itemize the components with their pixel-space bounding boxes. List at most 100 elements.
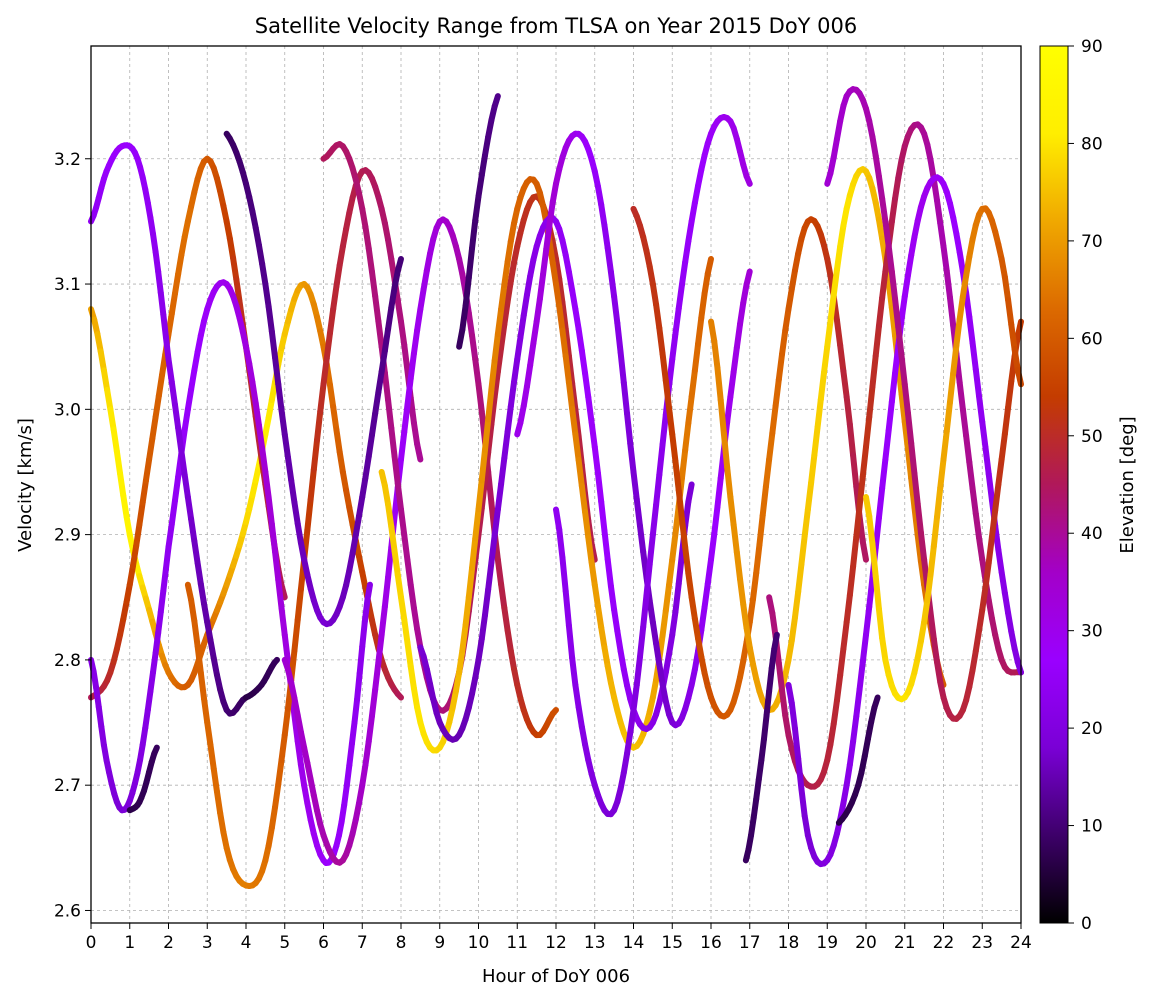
series-segment — [378, 603, 388, 638]
series-segment — [281, 705, 291, 739]
series-segment — [359, 618, 368, 650]
series-segment — [188, 596, 198, 624]
series-segment — [462, 594, 472, 629]
series-segment — [498, 455, 508, 488]
series-segment — [565, 622, 576, 662]
series-segment — [624, 410, 634, 447]
series-segment — [788, 267, 798, 293]
series-segment — [494, 481, 505, 513]
series-segment — [934, 484, 944, 520]
series-segment — [782, 712, 792, 739]
series-segment — [879, 456, 889, 492]
series-segment — [959, 273, 970, 300]
series-segment — [394, 297, 404, 325]
x-tick-label: 6 — [318, 933, 329, 953]
series-segment — [772, 376, 782, 410]
y-tick-label: 3.2 — [54, 150, 81, 170]
series-segment — [123, 513, 133, 538]
series-segment — [656, 325, 666, 357]
series-segment — [565, 268, 576, 294]
series-segment — [165, 521, 175, 551]
series-segment — [759, 483, 769, 519]
series-segment — [659, 350, 669, 384]
series-segment — [398, 429, 408, 463]
x-tick-label: 24 — [1010, 933, 1032, 953]
series-segment — [627, 440, 637, 475]
series-segment — [110, 426, 120, 455]
series-segment — [714, 365, 724, 403]
series-segment — [572, 406, 582, 440]
series-segment — [678, 259, 689, 288]
series-segment — [601, 527, 611, 563]
series-segment — [268, 520, 279, 555]
series-segment — [930, 176, 941, 204]
series-segment — [485, 559, 495, 593]
x-tick-label: 11 — [506, 933, 528, 953]
series-segment — [769, 403, 779, 436]
series-segment — [953, 316, 963, 349]
series-segment — [356, 643, 366, 677]
series-segment — [191, 349, 201, 374]
series-segment — [95, 703, 105, 730]
series-segment — [979, 584, 989, 613]
series-segment — [672, 580, 682, 615]
series-segment — [175, 251, 185, 277]
series-segment — [271, 656, 280, 666]
series-segment — [410, 327, 421, 357]
series-segment — [830, 697, 840, 727]
series-segment — [611, 606, 621, 635]
series-segment — [846, 738, 857, 768]
series-segment — [475, 636, 485, 663]
series-segment — [840, 619, 850, 652]
series-segment — [875, 173, 886, 202]
series-segment — [362, 224, 372, 252]
series-segment — [104, 387, 114, 413]
series-segment — [368, 410, 379, 439]
series-segment — [982, 444, 992, 477]
series-segment — [414, 306, 424, 334]
series-segment — [888, 195, 899, 225]
series-segment — [472, 656, 482, 681]
series-segment — [349, 532, 359, 557]
x-tick-label: 22 — [933, 933, 955, 953]
series-segment — [669, 608, 679, 638]
series-segment — [491, 368, 501, 401]
series-segment — [401, 531, 411, 564]
series-segment — [992, 481, 1002, 514]
series-segment — [795, 561, 805, 595]
x-tick-label: 13 — [584, 933, 606, 953]
series-segment — [640, 592, 650, 631]
series-segment — [120, 492, 130, 520]
series-segment — [559, 299, 569, 332]
series-segment — [811, 424, 821, 459]
series-segment — [475, 172, 485, 200]
series-segment — [259, 260, 269, 288]
series-segment — [142, 456, 153, 484]
series-segment — [859, 443, 869, 480]
series-segment — [837, 342, 847, 375]
series-segment — [414, 626, 424, 651]
series-segment — [523, 273, 534, 299]
series-segment — [582, 370, 592, 401]
series-segment — [914, 500, 924, 536]
series-segment — [194, 559, 204, 587]
series-segment — [504, 238, 514, 266]
series-segment — [255, 422, 266, 452]
series-segment — [972, 366, 983, 400]
series-segment — [911, 470, 921, 507]
series-segment — [871, 694, 881, 711]
series-segment — [117, 470, 127, 499]
series-4 — [88, 142, 249, 717]
series-segment — [917, 529, 928, 563]
series-segment — [511, 356, 521, 386]
series-segment — [136, 499, 146, 528]
series-segment — [339, 468, 350, 494]
series-segment — [249, 379, 259, 407]
series-segment — [795, 755, 805, 792]
series-segment — [678, 515, 689, 551]
colorbar-tick-label: 0 — [1081, 914, 1092, 934]
series-segment — [604, 556, 614, 589]
series-segment — [892, 174, 902, 202]
series-segment — [937, 220, 947, 250]
series-segment — [976, 393, 986, 425]
